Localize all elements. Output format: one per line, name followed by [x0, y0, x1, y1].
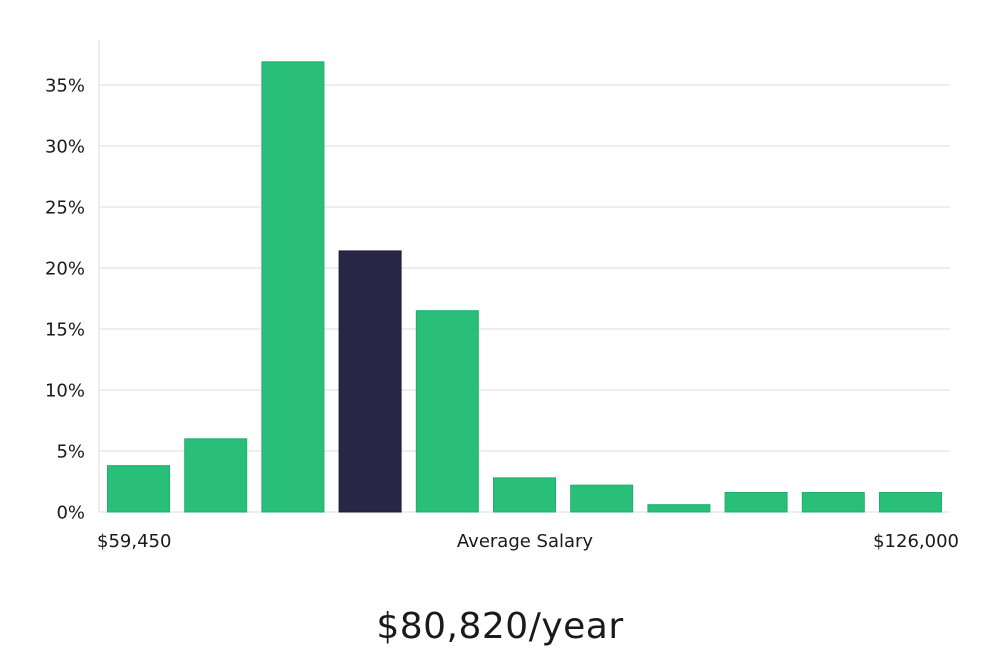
- y-tick-label: 0%: [56, 503, 85, 524]
- bar: [415, 310, 479, 513]
- y-tick-label: 15%: [45, 320, 85, 341]
- y-tick-label: 5%: [56, 442, 85, 463]
- bar: [647, 504, 711, 513]
- y-tick-labels: 0% 5% 10% 15% 20% 25% 30% 35%: [45, 76, 85, 524]
- bar-highlighted: [338, 250, 402, 513]
- y-tick-label: 35%: [45, 76, 85, 97]
- average-salary-value: $80,820/year: [376, 606, 624, 647]
- x-max-label: $126,000: [873, 531, 959, 552]
- y-tick-label: 30%: [45, 137, 85, 158]
- y-tick-label: 25%: [45, 198, 85, 219]
- bar: [493, 477, 556, 513]
- bar: [570, 484, 634, 513]
- bar: [724, 491, 788, 513]
- bar: [107, 465, 170, 513]
- x-axis-title: Average Salary: [457, 531, 594, 552]
- bar: [879, 491, 942, 513]
- bars: [107, 61, 942, 513]
- x-min-label: $59,450: [97, 531, 171, 552]
- y-tick-label: 20%: [45, 259, 85, 280]
- y-tick-label: 10%: [45, 381, 85, 402]
- bar: [184, 438, 248, 513]
- bar: [261, 61, 325, 513]
- bar: [801, 491, 865, 513]
- salary-histogram: 0% 5% 10% 15% 20% 25% 30% 35% $59,450 Average S…: [45, 40, 959, 552]
